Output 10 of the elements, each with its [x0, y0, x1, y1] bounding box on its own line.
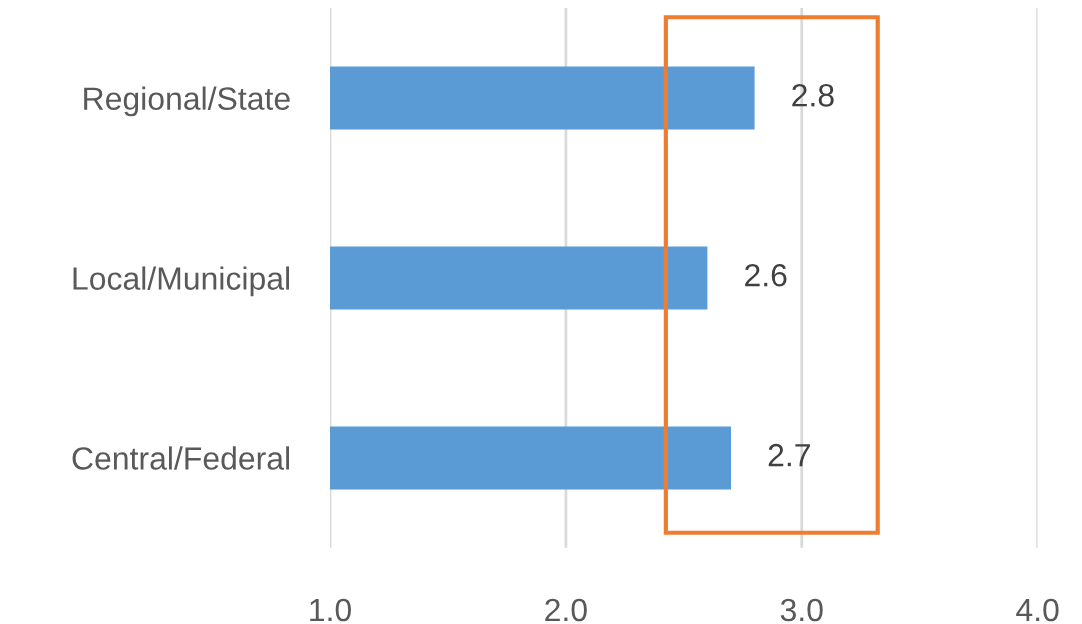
data-label: 2.7: [768, 443, 810, 467]
x-tick-label: 4.0: [1016, 598, 1059, 622]
x-tick-label: 3.0: [780, 598, 823, 622]
data-label: 2.6: [745, 263, 787, 287]
y-tick-label: Central/Federal: [72, 446, 289, 470]
x-tick-label: 2.0: [545, 598, 587, 622]
y-tick-label: Local/Municipal: [73, 266, 289, 297]
y-tick-label: Regional/State: [84, 86, 290, 117]
data-label: 2.8: [792, 84, 834, 107]
x-tick-label: 1.0: [310, 598, 351, 622]
